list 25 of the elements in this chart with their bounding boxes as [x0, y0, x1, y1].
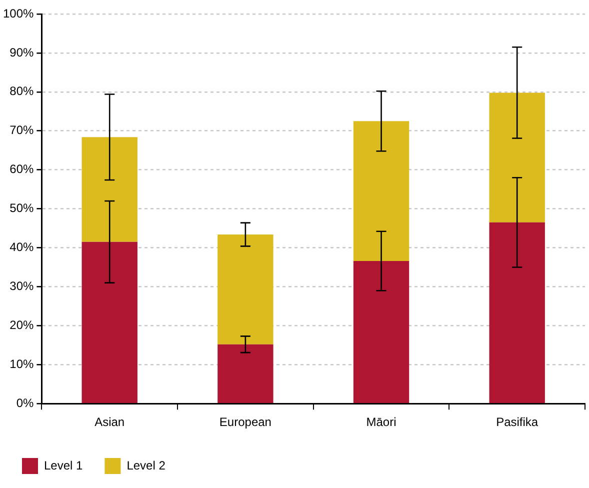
bar [82, 242, 138, 403]
y-tick-label: 0% [16, 396, 34, 410]
y-tick-label: 40% [10, 240, 34, 254]
x-tick-label: European [219, 415, 272, 430]
bar [218, 234, 274, 344]
bar [489, 92, 545, 222]
y-tick-label: 100% [2, 6, 34, 20]
legend-label: Level 1 [44, 458, 84, 472]
y-tick-label: 80% [10, 84, 34, 98]
y-tick-label: 10% [10, 356, 34, 371]
y-tick-label: 20% [10, 318, 34, 332]
bar [82, 137, 138, 242]
bar [489, 222, 545, 403]
y-tick-label: 70% [10, 123, 34, 138]
bar [218, 344, 274, 403]
x-tick-label: Māori [366, 415, 396, 430]
y-tick-label: 30% [10, 279, 34, 294]
legend-label: Level 2 [126, 458, 166, 472]
x-tick-label: Pasifika [496, 415, 538, 430]
y-tick-label: 60% [10, 162, 34, 176]
y-tick-label: 50% [10, 201, 34, 216]
bar [353, 261, 410, 403]
bar [353, 121, 410, 262]
y-tick-label: 90% [10, 45, 34, 60]
x-tick-label: Asian [94, 415, 125, 430]
